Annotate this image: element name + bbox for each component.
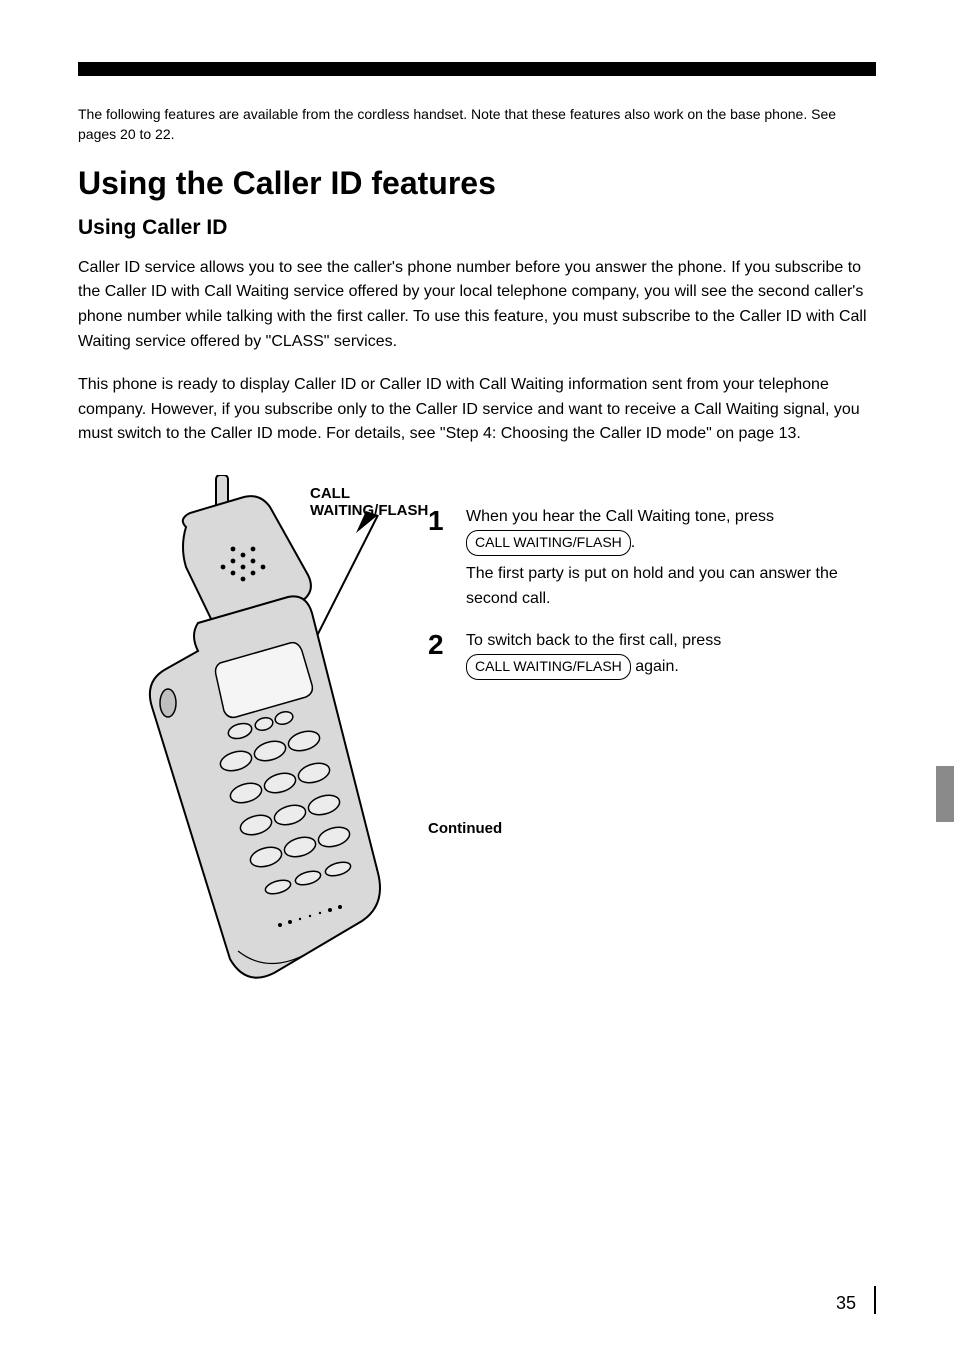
subtitle: Using Caller ID [78, 216, 876, 240]
call-waiting-flash-pill-2: CALL WAITING/FLASH [466, 654, 631, 680]
handset-illustration [78, 475, 398, 1035]
two-column-layout: CALL WAITING/FLASH [78, 475, 876, 1035]
footer-rule [874, 1286, 876, 1314]
intro-paragraph: The following features are available fro… [78, 104, 868, 145]
step-1-number: 1 [428, 505, 452, 611]
step-1-prefix: When you hear the Call Waiting tone, pre… [466, 508, 774, 525]
step-2-number: 2 [428, 629, 452, 680]
left-column: CALL WAITING/FLASH [78, 475, 398, 1035]
page-number: 35 [836, 1293, 856, 1314]
step-1: 1 When you hear the Call Waiting tone, p… [428, 505, 876, 611]
call-waiting-flash-pill-1: CALL WAITING/FLASH [466, 530, 631, 556]
step-1-body: When you hear the Call Waiting tone, pre… [466, 505, 876, 611]
right-column: 1 When you hear the Call Waiting tone, p… [428, 475, 876, 1035]
page-container: The following features are available fro… [0, 0, 954, 1352]
body-paragraph-1: Caller ID service allows you to see the … [78, 256, 868, 355]
step-2: 2 To switch back to the first call, pres… [428, 629, 876, 680]
page-title: Using the Caller ID features [78, 165, 876, 202]
step-2-prefix: To switch back to the first call, press [466, 632, 721, 649]
step-1-suffix: . [631, 534, 635, 551]
page-footer: 35 [836, 1286, 876, 1314]
top-horizontal-rule [78, 62, 876, 76]
body-paragraph-2: This phone is ready to display Caller ID… [78, 373, 868, 447]
side-section-tab [936, 766, 954, 822]
step-1-tail: The first party is put on hold and you c… [466, 565, 838, 607]
continued-label: Continued [428, 820, 876, 837]
step-2-body: To switch back to the first call, press … [466, 629, 876, 680]
step-2-suffix: again. [631, 658, 679, 675]
